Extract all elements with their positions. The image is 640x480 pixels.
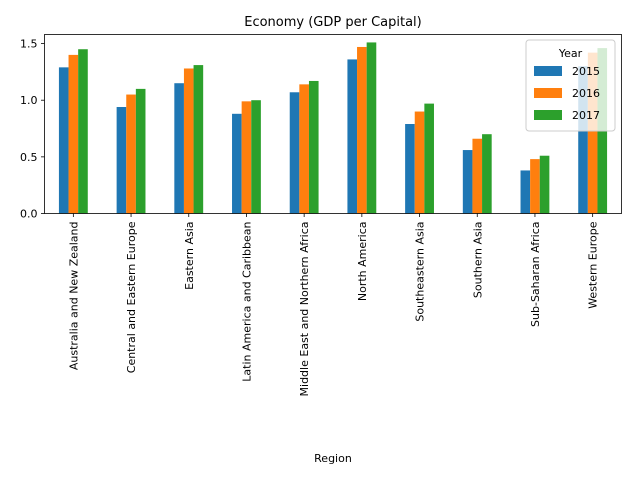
bar-2015 xyxy=(58,67,69,214)
bar-2015 xyxy=(347,59,358,214)
bar-2016 xyxy=(126,94,136,214)
x-axis-label: Region xyxy=(314,452,352,465)
x-tick-label: Southern Asia xyxy=(471,222,484,299)
x-tick-label: Australia and New Zealand xyxy=(67,222,80,371)
bar-2016 xyxy=(472,138,483,214)
bar-2015 xyxy=(174,83,184,214)
bar-2017 xyxy=(424,103,434,214)
x-tick-label: Middle East and Northern Africa xyxy=(298,222,311,397)
y-axis: 0.0 0.5 1.0 1.5 xyxy=(20,38,45,221)
bar-2015 xyxy=(405,124,415,214)
bar-2016 xyxy=(241,101,252,214)
legend-swatch-2016 xyxy=(534,88,562,98)
x-tick-label: Latin America and Caribbean xyxy=(240,221,253,381)
x-tick-label: Western Europe xyxy=(587,221,600,309)
legend-label-2017: 2017 xyxy=(572,109,600,122)
bar-2017 xyxy=(366,42,377,214)
y-tick-label: 0.0 xyxy=(20,208,38,221)
x-axis: Australia and New Zealand Central and Eas… xyxy=(67,213,600,397)
y-tick-label: 1.5 xyxy=(20,38,38,51)
x-tick-label: Sub-Saharan Africa xyxy=(529,222,542,327)
bar-2017 xyxy=(251,100,261,214)
bar-2016 xyxy=(299,84,309,214)
bars-group xyxy=(58,42,608,214)
x-tick-label: North America xyxy=(356,222,369,302)
bar-2016 xyxy=(183,68,194,214)
legend-label-2016: 2016 xyxy=(572,87,600,100)
bar-2017 xyxy=(308,80,319,214)
legend-swatch-2015 xyxy=(534,66,562,76)
bar-2015 xyxy=(232,113,242,214)
bar-2015 xyxy=(289,92,300,214)
legend: Year 2015 2016 2017 xyxy=(525,39,616,132)
x-tick-label: Southeastern Asia xyxy=(414,222,427,322)
bar-2017 xyxy=(482,134,492,214)
y-tick-label: 1.0 xyxy=(20,94,38,107)
x-tick-label: Central and Eastern Europe xyxy=(125,221,138,373)
legend-box xyxy=(525,39,616,132)
plot-frame xyxy=(44,34,622,214)
bar-2015 xyxy=(116,107,127,214)
y-tick-label: 0.5 xyxy=(20,151,38,164)
legend-label-2015: 2015 xyxy=(572,65,600,78)
bar-2016 xyxy=(414,111,425,214)
bar-2016 xyxy=(357,46,367,214)
x-tick-label: Eastern Asia xyxy=(183,222,196,290)
bar-2016 xyxy=(530,159,540,214)
bar-2015 xyxy=(462,150,473,214)
chart-title: Economy (GDP per Capital) xyxy=(244,15,422,30)
legend-title: Year xyxy=(558,47,583,60)
legend-swatch-2017 xyxy=(534,110,562,120)
bar-2015 xyxy=(520,170,531,214)
bar-2015 xyxy=(578,66,588,214)
bar-2017 xyxy=(135,88,146,214)
bar-2017 xyxy=(539,155,550,214)
bar-2017 xyxy=(78,49,88,214)
bar-2016 xyxy=(68,54,79,214)
bar-2017 xyxy=(193,65,204,214)
bar-2016 xyxy=(587,52,598,214)
